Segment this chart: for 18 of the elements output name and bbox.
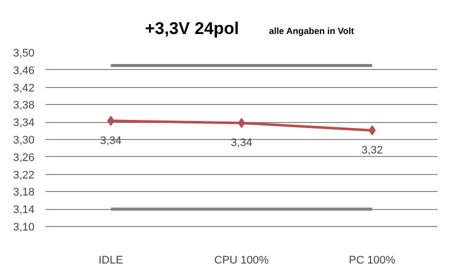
y-tick-label: 3,42 bbox=[13, 82, 35, 94]
data-label: 3,32 bbox=[361, 144, 383, 156]
chart-subtitle: alle Angaben in Volt bbox=[269, 26, 354, 36]
y-tick-label: 3,26 bbox=[13, 152, 35, 164]
y-tick-label: 3,10 bbox=[13, 222, 35, 234]
y-tick-label: 3,22 bbox=[13, 169, 35, 182]
y-tick-label: 3,30 bbox=[13, 134, 35, 146]
x-tick-label: IDLE bbox=[98, 254, 124, 266]
y-tick-label: 3,14 bbox=[13, 204, 35, 216]
y-tick-label: 3,46 bbox=[13, 64, 35, 77]
y-tick-label: 3,50 bbox=[13, 48, 35, 60]
chart-title: +3,3V 24pol bbox=[145, 19, 240, 38]
x-tick-label: CPU 100% bbox=[214, 254, 269, 266]
y-tick-label: 3,18 bbox=[13, 186, 35, 199]
x-tick-label: PC 100% bbox=[348, 254, 396, 266]
data-label: 3,34 bbox=[230, 136, 252, 149]
y-tick-label: 3,34 bbox=[13, 117, 35, 130]
y-tick-label: 3,38 bbox=[13, 100, 35, 112]
